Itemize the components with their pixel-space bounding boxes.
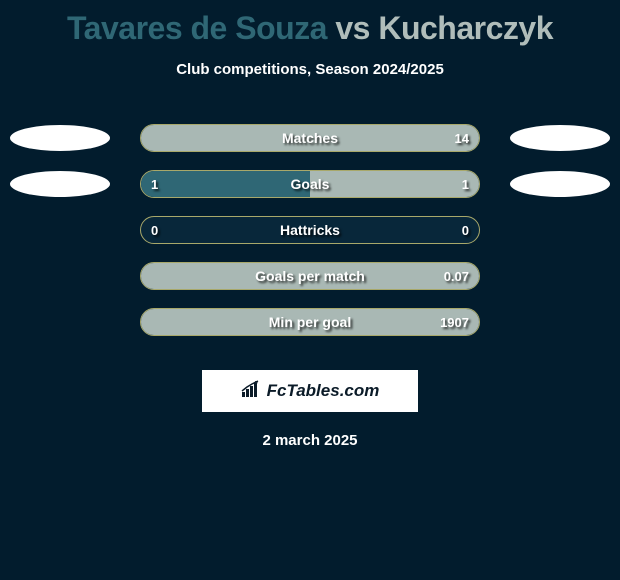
stat-row: 11Goals <box>0 162 620 208</box>
comparison-rows: 14Matches 11Goals 00Hattricks 0.07Goals per… <box>0 116 620 346</box>
player-right-marker <box>510 125 610 151</box>
logo-text: FcTables.com <box>267 381 380 401</box>
logo-box[interactable]: FcTables.com <box>202 370 418 412</box>
stat-bar: 00Hattricks <box>140 216 480 244</box>
stat-label: Goals per match <box>141 263 479 289</box>
player-right-marker <box>510 171 610 197</box>
logo-bars-icon <box>241 380 263 403</box>
stat-bar: 0.07Goals per match <box>140 262 480 290</box>
title-player-left: Tavares de Souza <box>67 10 327 46</box>
player-left-marker <box>10 171 110 197</box>
stat-bar: 1907Min per goal <box>140 308 480 336</box>
player-left-marker <box>10 125 110 151</box>
title-vs: vs <box>327 10 378 46</box>
stat-label: Hattricks <box>141 217 479 243</box>
title-player-right: Kucharczyk <box>378 10 553 46</box>
stat-label: Min per goal <box>141 309 479 335</box>
subtitle: Club competitions, Season 2024/2025 <box>0 61 620 78</box>
stat-row: 0.07Goals per match <box>0 254 620 300</box>
page-title: Tavares de Souza vs Kucharczyk <box>0 0 620 47</box>
stat-label: Matches <box>141 125 479 151</box>
stat-bar: 11Goals <box>140 170 480 198</box>
stat-row: 1907Min per goal <box>0 300 620 346</box>
stat-row: 00Hattricks <box>0 208 620 254</box>
stat-label: Goals <box>141 171 479 197</box>
stat-row: 14Matches <box>0 116 620 162</box>
date-line: 2 march 2025 <box>0 432 620 449</box>
logo: FcTables.com <box>241 380 380 403</box>
stat-bar: 14Matches <box>140 124 480 152</box>
